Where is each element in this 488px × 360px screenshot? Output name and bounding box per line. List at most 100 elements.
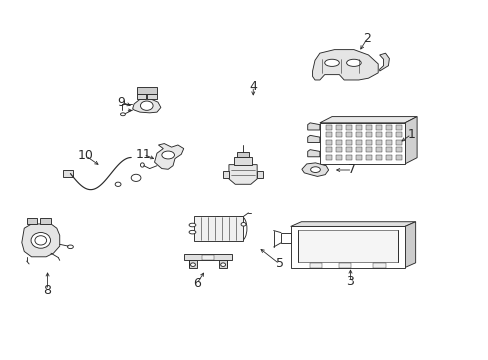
Ellipse shape — [346, 59, 361, 66]
Bar — [355, 155, 362, 159]
Text: 1: 1 — [407, 128, 414, 141]
Bar — [290, 226, 404, 267]
Bar — [297, 230, 397, 262]
Text: 7: 7 — [348, 163, 356, 176]
Bar — [372, 263, 385, 267]
Bar — [345, 125, 351, 130]
Bar — [339, 263, 351, 267]
Polygon shape — [307, 135, 319, 143]
Bar — [375, 155, 382, 159]
Text: 4: 4 — [249, 80, 257, 93]
Text: 8: 8 — [43, 284, 51, 297]
Text: 5: 5 — [275, 257, 283, 270]
Bar — [223, 171, 228, 178]
Bar — [355, 147, 362, 152]
Bar — [395, 132, 402, 137]
Bar — [325, 140, 331, 145]
Ellipse shape — [189, 230, 196, 234]
Ellipse shape — [235, 216, 246, 241]
Polygon shape — [22, 224, 60, 257]
Bar — [325, 125, 331, 130]
Bar — [257, 171, 263, 178]
Polygon shape — [307, 150, 319, 157]
Ellipse shape — [213, 216, 223, 241]
Ellipse shape — [115, 182, 121, 186]
Ellipse shape — [162, 151, 174, 159]
Polygon shape — [228, 165, 257, 184]
Bar — [325, 132, 331, 137]
Polygon shape — [379, 53, 388, 71]
Bar — [40, 218, 51, 224]
Bar — [375, 132, 382, 137]
Bar — [385, 132, 391, 137]
Bar — [375, 147, 382, 152]
Text: 10: 10 — [78, 149, 93, 162]
Polygon shape — [301, 163, 328, 176]
Bar — [355, 125, 362, 130]
Bar — [335, 155, 342, 159]
Bar — [395, 147, 402, 152]
Bar — [385, 125, 391, 130]
Ellipse shape — [131, 174, 141, 181]
Ellipse shape — [189, 223, 196, 227]
Bar — [233, 157, 252, 165]
Ellipse shape — [324, 59, 339, 66]
Bar — [136, 94, 146, 99]
Bar — [188, 260, 197, 267]
Polygon shape — [319, 117, 416, 123]
Bar — [136, 87, 157, 94]
Bar — [319, 123, 404, 164]
Polygon shape — [404, 117, 416, 164]
Ellipse shape — [190, 263, 195, 266]
Bar — [194, 216, 242, 241]
Text: 3: 3 — [346, 275, 354, 288]
Polygon shape — [290, 222, 415, 226]
Polygon shape — [281, 233, 290, 243]
Bar — [355, 132, 362, 137]
Bar — [395, 140, 402, 145]
Bar — [365, 147, 371, 152]
Text: 11: 11 — [135, 148, 151, 161]
Ellipse shape — [31, 233, 50, 248]
Bar — [345, 155, 351, 159]
Polygon shape — [307, 123, 319, 130]
Bar — [375, 125, 382, 130]
Bar — [385, 155, 391, 159]
Bar — [236, 152, 249, 157]
Bar — [395, 125, 402, 130]
Bar — [385, 147, 391, 152]
Bar — [27, 218, 37, 224]
Bar — [335, 140, 342, 145]
Bar — [345, 132, 351, 137]
Bar — [335, 147, 342, 152]
Bar — [345, 147, 351, 152]
Bar — [309, 263, 322, 267]
Ellipse shape — [241, 222, 245, 226]
Ellipse shape — [67, 245, 73, 249]
Bar — [345, 140, 351, 145]
Bar — [395, 155, 402, 159]
Text: 2: 2 — [363, 32, 370, 45]
Ellipse shape — [140, 163, 144, 167]
Polygon shape — [132, 99, 161, 113]
Bar — [218, 260, 227, 267]
Bar — [365, 132, 371, 137]
Bar — [355, 140, 362, 145]
Ellipse shape — [310, 167, 320, 172]
Polygon shape — [154, 144, 183, 169]
Ellipse shape — [140, 101, 153, 111]
Bar — [365, 155, 371, 159]
Bar — [183, 254, 232, 260]
Bar — [325, 155, 331, 159]
Bar — [335, 132, 342, 137]
Ellipse shape — [220, 263, 225, 266]
Polygon shape — [404, 222, 415, 267]
Ellipse shape — [35, 236, 46, 245]
Bar — [202, 255, 213, 260]
Bar — [365, 125, 371, 130]
Text: 6: 6 — [193, 277, 201, 290]
Polygon shape — [312, 50, 377, 80]
Bar — [385, 140, 391, 145]
Bar — [325, 147, 331, 152]
Text: 9: 9 — [117, 96, 125, 109]
